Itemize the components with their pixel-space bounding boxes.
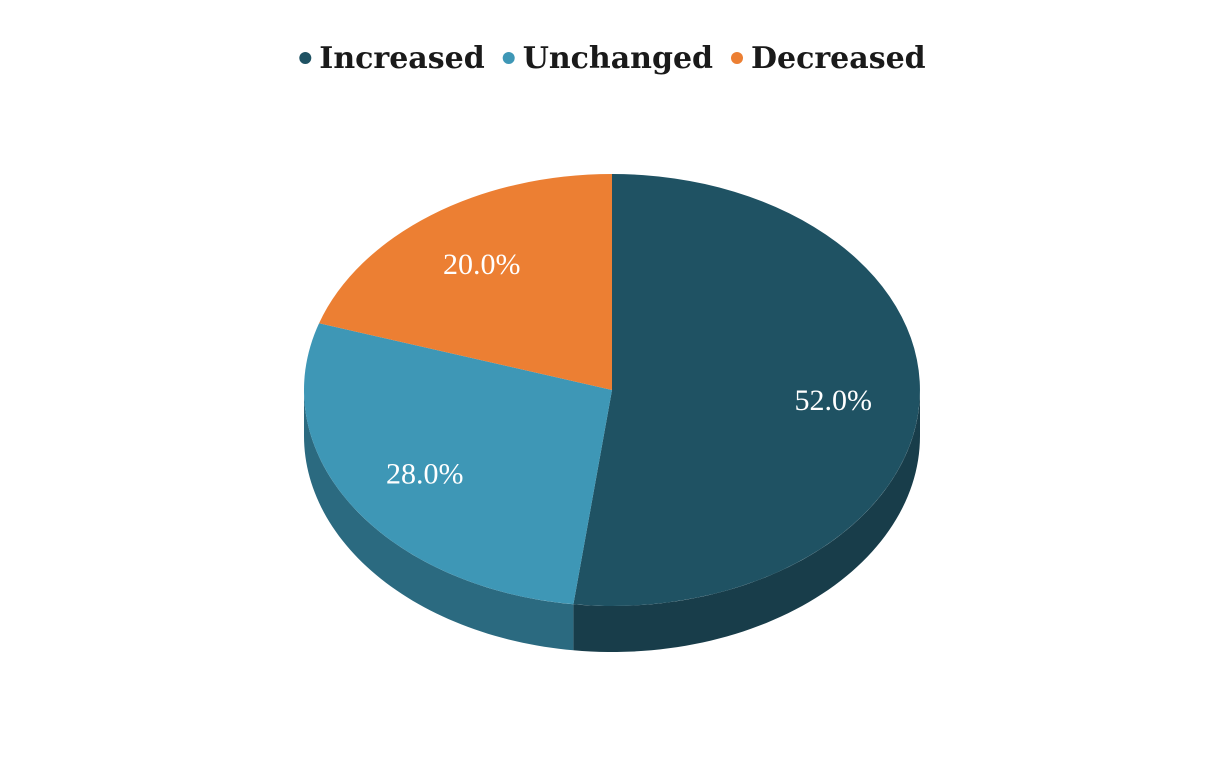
pie-slice-decreased — [319, 173, 612, 390]
pie-side-unchanged — [304, 390, 574, 651]
legend: Increased Unchanged Decreased — [299, 41, 926, 76]
legend-label-increased: Increased — [319, 41, 484, 76]
pie-side-increased — [573, 390, 920, 652]
data-label-decreased: 20.0% — [443, 248, 521, 281]
legend-label-decreased: Decreased — [751, 41, 926, 76]
legend-marker-increased — [299, 52, 312, 64]
pie-sides — [304, 390, 920, 652]
pie-tops — [303, 173, 920, 606]
data-label-unchanged: 28.0% — [386, 457, 464, 490]
legend-label-unchanged: Unchanged — [523, 41, 713, 76]
pie-slice-unchanged — [303, 323, 612, 605]
legend-item-increased: Increased — [299, 41, 485, 76]
legend-marker-unchanged — [502, 52, 515, 64]
legend-item-decreased: Decreased — [731, 41, 926, 76]
legend-marker-decreased — [731, 52, 743, 64]
legend-item-unchanged: Unchanged — [502, 41, 713, 76]
data-label-increased: 52.0% — [795, 384, 873, 417]
pie-slice-increased — [573, 174, 920, 606]
pie-labels: 52.0% 28.0% 20.0% — [386, 248, 872, 490]
